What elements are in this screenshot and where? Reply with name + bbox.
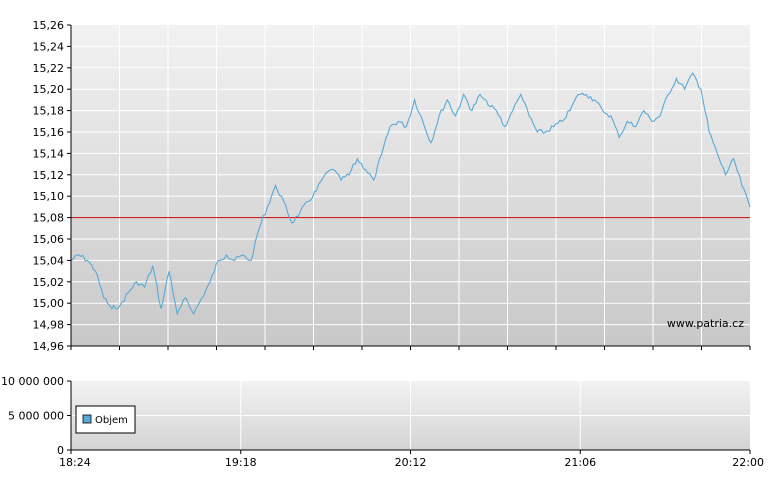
price-y-tick-label: 15,00 (33, 297, 65, 310)
volume-panel: 10 000 000 5 000 000 0 18:24 19:18 20:12 21:0… (1, 375, 764, 469)
watermark-text: www.patria.cz (667, 317, 744, 330)
volume-y-tick-label: 10 000 000 (1, 375, 64, 388)
price-y-tick-label: 15,14 (33, 147, 65, 160)
legend-label: Objem (95, 415, 128, 426)
volume-y-tick-label: 0 (57, 444, 64, 457)
price-y-tick-label: 15,16 (33, 126, 65, 139)
price-y-tick-label: 14,98 (33, 319, 65, 332)
price-y-tick-label: 15,02 (33, 276, 65, 289)
volume-x-axis: 18:24 19:18 20:12 21:06 22:00 (59, 450, 764, 469)
x-tick-label: 19:18 (225, 456, 257, 469)
x-tick-label: 20:12 (395, 456, 427, 469)
x-tick-label: 18:24 (59, 456, 91, 469)
price-x-ticks (70, 346, 751, 350)
price-y-tick-label: 15,22 (33, 62, 65, 75)
legend-swatch (82, 414, 92, 424)
price-y-tick-label: 14,96 (33, 340, 65, 353)
price-y-tick-label: 15,08 (33, 212, 65, 225)
price-y-tick-label: 15,10 (33, 190, 65, 203)
x-tick-label: 22:00 (732, 456, 764, 469)
price-y-tick-label: 15,12 (33, 169, 65, 182)
volume-grid (71, 381, 750, 450)
price-y-tick-label: 15,04 (33, 254, 65, 267)
price-y-tick-label: 15,24 (33, 40, 65, 53)
price-series-line (70, 72, 751, 316)
x-tick-label: 21:06 (564, 456, 596, 469)
price-y-tick-label: 15,18 (33, 105, 65, 118)
price-y-tick-label: 15,06 (33, 233, 65, 246)
volume-legend: Objem (75, 405, 136, 434)
price-panel: 15,26 15,24 15,22 15,20 15,18 15,16 15,14 15,12… (33, 19, 751, 353)
price-y-axis: 15,26 15,24 15,22 15,20 15,18 15,16 15,14 15,12… (33, 19, 71, 353)
price-y-tick-label: 15,26 (33, 19, 65, 32)
volume-y-tick-label: 5 000 000 (8, 410, 64, 423)
volume-y-axis: 10 000 000 5 000 000 0 (1, 375, 71, 457)
price-y-tick-label: 15,20 (33, 83, 65, 96)
